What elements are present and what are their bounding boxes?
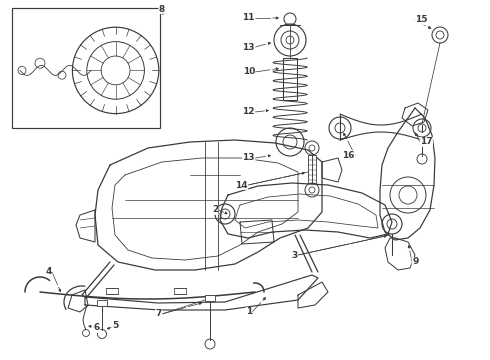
- Text: 6: 6: [94, 324, 100, 333]
- Text: 1: 1: [246, 307, 252, 316]
- Bar: [308, 155, 316, 183]
- Text: 12: 12: [243, 108, 255, 117]
- Text: 13: 13: [243, 42, 255, 51]
- Text: 8: 8: [159, 4, 165, 13]
- Text: 10: 10: [243, 68, 255, 77]
- Text: 14: 14: [235, 180, 248, 189]
- Text: 15: 15: [415, 15, 427, 24]
- Bar: [97, 300, 107, 306]
- Bar: [12, 8, 160, 128]
- Text: 4: 4: [46, 267, 52, 276]
- Text: 2: 2: [212, 206, 218, 215]
- Text: 9: 9: [412, 257, 418, 266]
- Bar: [283, 58, 297, 100]
- Text: 13: 13: [243, 153, 255, 162]
- Text: 3: 3: [292, 251, 298, 260]
- Text: 11: 11: [243, 13, 255, 22]
- Text: 17: 17: [420, 138, 433, 147]
- Text: 7: 7: [156, 310, 162, 319]
- Bar: [205, 295, 215, 301]
- Text: 16: 16: [343, 150, 355, 159]
- Text: 5: 5: [112, 320, 118, 329]
